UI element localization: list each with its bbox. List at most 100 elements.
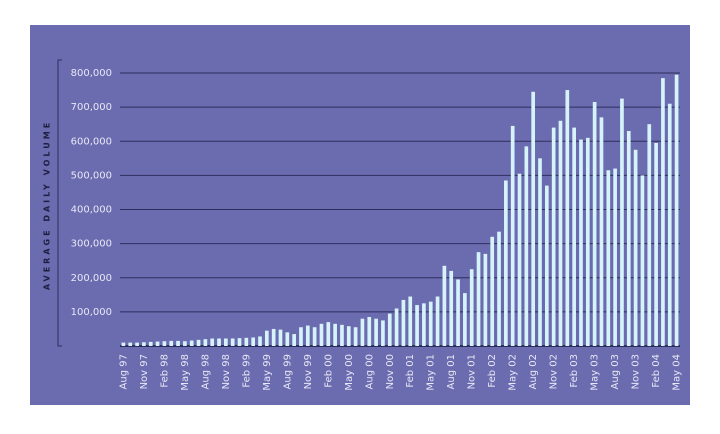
bar — [340, 324, 344, 346]
bar — [394, 308, 399, 346]
bar — [401, 299, 406, 346]
bar — [579, 139, 583, 346]
bar — [264, 330, 269, 346]
x-tick-label: Nov 98 — [221, 354, 232, 389]
bar — [497, 231, 501, 346]
bar — [121, 342, 126, 346]
bar — [292, 334, 296, 346]
bar — [633, 149, 638, 346]
x-tick-label: Nov 02 — [549, 354, 560, 389]
chart-panel — [30, 25, 690, 405]
bar — [415, 305, 419, 346]
bar — [387, 313, 392, 346]
bar — [196, 339, 201, 346]
bar — [626, 131, 631, 346]
bar — [271, 328, 276, 346]
bar — [333, 323, 337, 346]
bar — [558, 120, 563, 347]
bar — [237, 338, 242, 346]
bar — [346, 326, 351, 346]
bar — [674, 74, 679, 347]
y-tick-label: 200,000 — [71, 273, 112, 284]
bar — [620, 98, 624, 346]
bar — [654, 142, 658, 346]
x-tick-label: Aug 03 — [610, 354, 621, 389]
bar — [592, 102, 597, 346]
bar — [531, 91, 536, 346]
bar — [544, 185, 549, 346]
bar — [162, 341, 167, 346]
x-tick-label: Aug 01 — [446, 354, 457, 389]
bar — [647, 124, 652, 346]
x-tick-label: Nov 03 — [631, 354, 642, 389]
x-tick-label: May 99 — [262, 354, 273, 391]
bar — [551, 127, 556, 346]
bar — [203, 339, 208, 346]
bar — [224, 338, 228, 346]
x-tick-label: May 02 — [508, 354, 519, 391]
bar — [449, 270, 454, 346]
y-tick-label: 300,000 — [71, 239, 112, 250]
x-tick-label: Feb 00 — [323, 354, 334, 388]
x-tick-label: May 04 — [672, 354, 683, 391]
x-tick-label: Aug 02 — [528, 354, 539, 389]
bar — [510, 125, 515, 346]
x-tick-label: Nov 00 — [385, 354, 396, 389]
bar — [381, 320, 385, 346]
y-tick-label: 400,000 — [71, 205, 112, 216]
x-tick-label: May 98 — [180, 354, 191, 391]
bar — [189, 340, 194, 346]
bar — [613, 168, 617, 346]
x-tick-label: May 00 — [344, 354, 355, 391]
x-tick-label: Feb 02 — [487, 354, 498, 388]
x-tick-label: Nov 99 — [303, 354, 314, 389]
bar — [606, 170, 611, 346]
y-tick-label: 600,000 — [71, 136, 112, 147]
bar — [142, 342, 146, 346]
x-tick-label: Aug 97 — [118, 354, 129, 389]
bar — [456, 279, 460, 346]
bar — [148, 341, 153, 346]
bar — [305, 325, 310, 346]
bar — [442, 265, 447, 346]
bar — [565, 90, 570, 346]
bar — [360, 318, 365, 346]
x-tick-label: Nov 01 — [467, 354, 478, 389]
x-tick-label: Aug 99 — [282, 354, 293, 389]
bar — [476, 252, 481, 346]
bar — [251, 337, 256, 346]
y-tick-label: 700,000 — [71, 102, 112, 113]
bar — [244, 337, 249, 346]
bar — [435, 296, 440, 346]
bar — [572, 127, 576, 346]
bar — [640, 175, 645, 346]
y-tick-label: 500,000 — [71, 170, 112, 181]
y-tick-label: 800,000 — [71, 68, 112, 79]
bar — [353, 327, 358, 346]
x-tick-label: Feb 03 — [569, 354, 580, 388]
bar — [312, 327, 317, 346]
bar — [483, 253, 488, 346]
x-tick-label: Feb 01 — [405, 354, 416, 388]
x-tick-label: Aug 98 — [200, 354, 211, 389]
y-axis-title: AVERAGE DAILY VOLUME — [43, 120, 52, 290]
bar — [463, 293, 467, 346]
bar — [504, 180, 508, 346]
bar — [278, 329, 283, 346]
axis-bracket — [57, 59, 62, 347]
bar — [183, 341, 187, 346]
bar — [661, 78, 665, 347]
bar — [128, 342, 133, 346]
bar — [217, 338, 221, 346]
y-tick-label: 100,000 — [71, 307, 112, 318]
bar — [667, 103, 672, 347]
bar — [285, 332, 290, 346]
bar — [374, 318, 378, 346]
bar — [538, 158, 542, 346]
bar — [176, 340, 180, 346]
bar — [230, 338, 235, 346]
x-tick-label: Feb 99 — [241, 354, 252, 388]
bar — [517, 173, 522, 346]
x-tick-label: May 01 — [426, 354, 437, 391]
